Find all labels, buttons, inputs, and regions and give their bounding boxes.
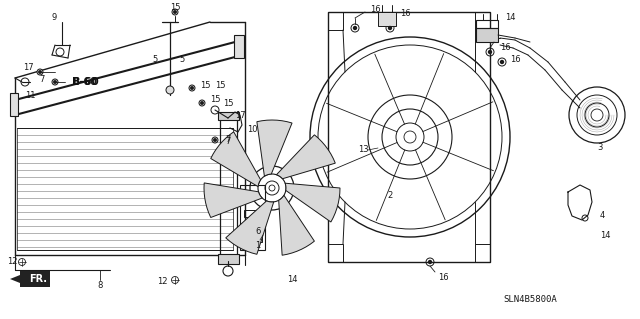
Text: 15: 15 — [200, 80, 211, 90]
Bar — [244, 210, 262, 217]
Polygon shape — [226, 201, 274, 254]
Text: 15: 15 — [170, 4, 180, 12]
Polygon shape — [211, 132, 260, 187]
Circle shape — [353, 26, 356, 29]
Circle shape — [174, 11, 176, 13]
Polygon shape — [10, 271, 50, 287]
Text: 16: 16 — [500, 43, 510, 53]
Polygon shape — [276, 135, 335, 179]
Bar — [475, 244, 490, 262]
Bar — [240, 185, 265, 250]
Circle shape — [488, 50, 492, 54]
Polygon shape — [204, 183, 262, 218]
Text: 4: 4 — [600, 211, 605, 219]
Circle shape — [212, 137, 218, 143]
Text: 7: 7 — [39, 76, 45, 85]
Text: 2: 2 — [387, 190, 392, 199]
Circle shape — [189, 85, 195, 91]
Text: 6: 6 — [255, 227, 260, 236]
Circle shape — [201, 102, 204, 104]
Polygon shape — [257, 120, 292, 176]
Text: 14: 14 — [505, 13, 515, 23]
Bar — [220, 118, 237, 256]
Text: 16: 16 — [400, 10, 410, 19]
Circle shape — [500, 61, 504, 63]
Text: 17: 17 — [235, 110, 245, 120]
Text: 15: 15 — [215, 80, 225, 90]
Text: 11: 11 — [25, 91, 35, 100]
Circle shape — [172, 9, 178, 15]
Circle shape — [54, 81, 56, 83]
Circle shape — [199, 100, 205, 106]
Circle shape — [37, 69, 43, 75]
Text: 15: 15 — [223, 99, 233, 108]
Text: 17: 17 — [22, 63, 33, 72]
Text: B-60: B-60 — [72, 77, 97, 87]
Polygon shape — [278, 195, 314, 255]
Text: 7: 7 — [225, 136, 230, 145]
Bar — [10, 93, 18, 116]
Text: 1: 1 — [255, 241, 260, 249]
Text: 14: 14 — [600, 231, 611, 240]
Circle shape — [429, 261, 431, 263]
Bar — [328, 12, 490, 262]
Text: 15: 15 — [210, 95, 220, 105]
Bar — [244, 221, 262, 228]
Text: 12: 12 — [157, 278, 167, 286]
Text: 5: 5 — [179, 56, 184, 64]
Text: 16: 16 — [509, 56, 520, 64]
Text: 16: 16 — [370, 5, 380, 14]
Text: 9: 9 — [51, 13, 56, 23]
Circle shape — [214, 139, 216, 141]
Text: SLN4B5800A: SLN4B5800A — [503, 295, 557, 305]
Text: 10: 10 — [247, 125, 257, 135]
Bar — [218, 254, 239, 264]
Bar — [234, 35, 244, 58]
Circle shape — [52, 79, 58, 85]
Bar — [476, 28, 498, 42]
Text: 5: 5 — [152, 56, 157, 64]
Text: 3: 3 — [597, 144, 603, 152]
Bar — [475, 12, 490, 30]
Text: 8: 8 — [97, 280, 102, 290]
Text: 14: 14 — [287, 276, 297, 285]
Bar — [218, 112, 239, 120]
Circle shape — [166, 86, 174, 94]
Bar — [476, 20, 498, 28]
Bar — [328, 12, 343, 30]
Bar — [244, 232, 262, 242]
Polygon shape — [285, 183, 340, 222]
Text: 16: 16 — [438, 273, 448, 283]
Text: 13: 13 — [358, 145, 368, 154]
Text: FR.: FR. — [29, 274, 47, 284]
Text: B-60: B-60 — [72, 77, 99, 87]
Circle shape — [388, 26, 392, 29]
Bar — [378, 12, 396, 26]
Circle shape — [39, 71, 41, 73]
Text: 7: 7 — [225, 137, 230, 146]
Text: 12: 12 — [7, 257, 17, 266]
Bar — [328, 244, 343, 262]
Circle shape — [191, 87, 193, 89]
